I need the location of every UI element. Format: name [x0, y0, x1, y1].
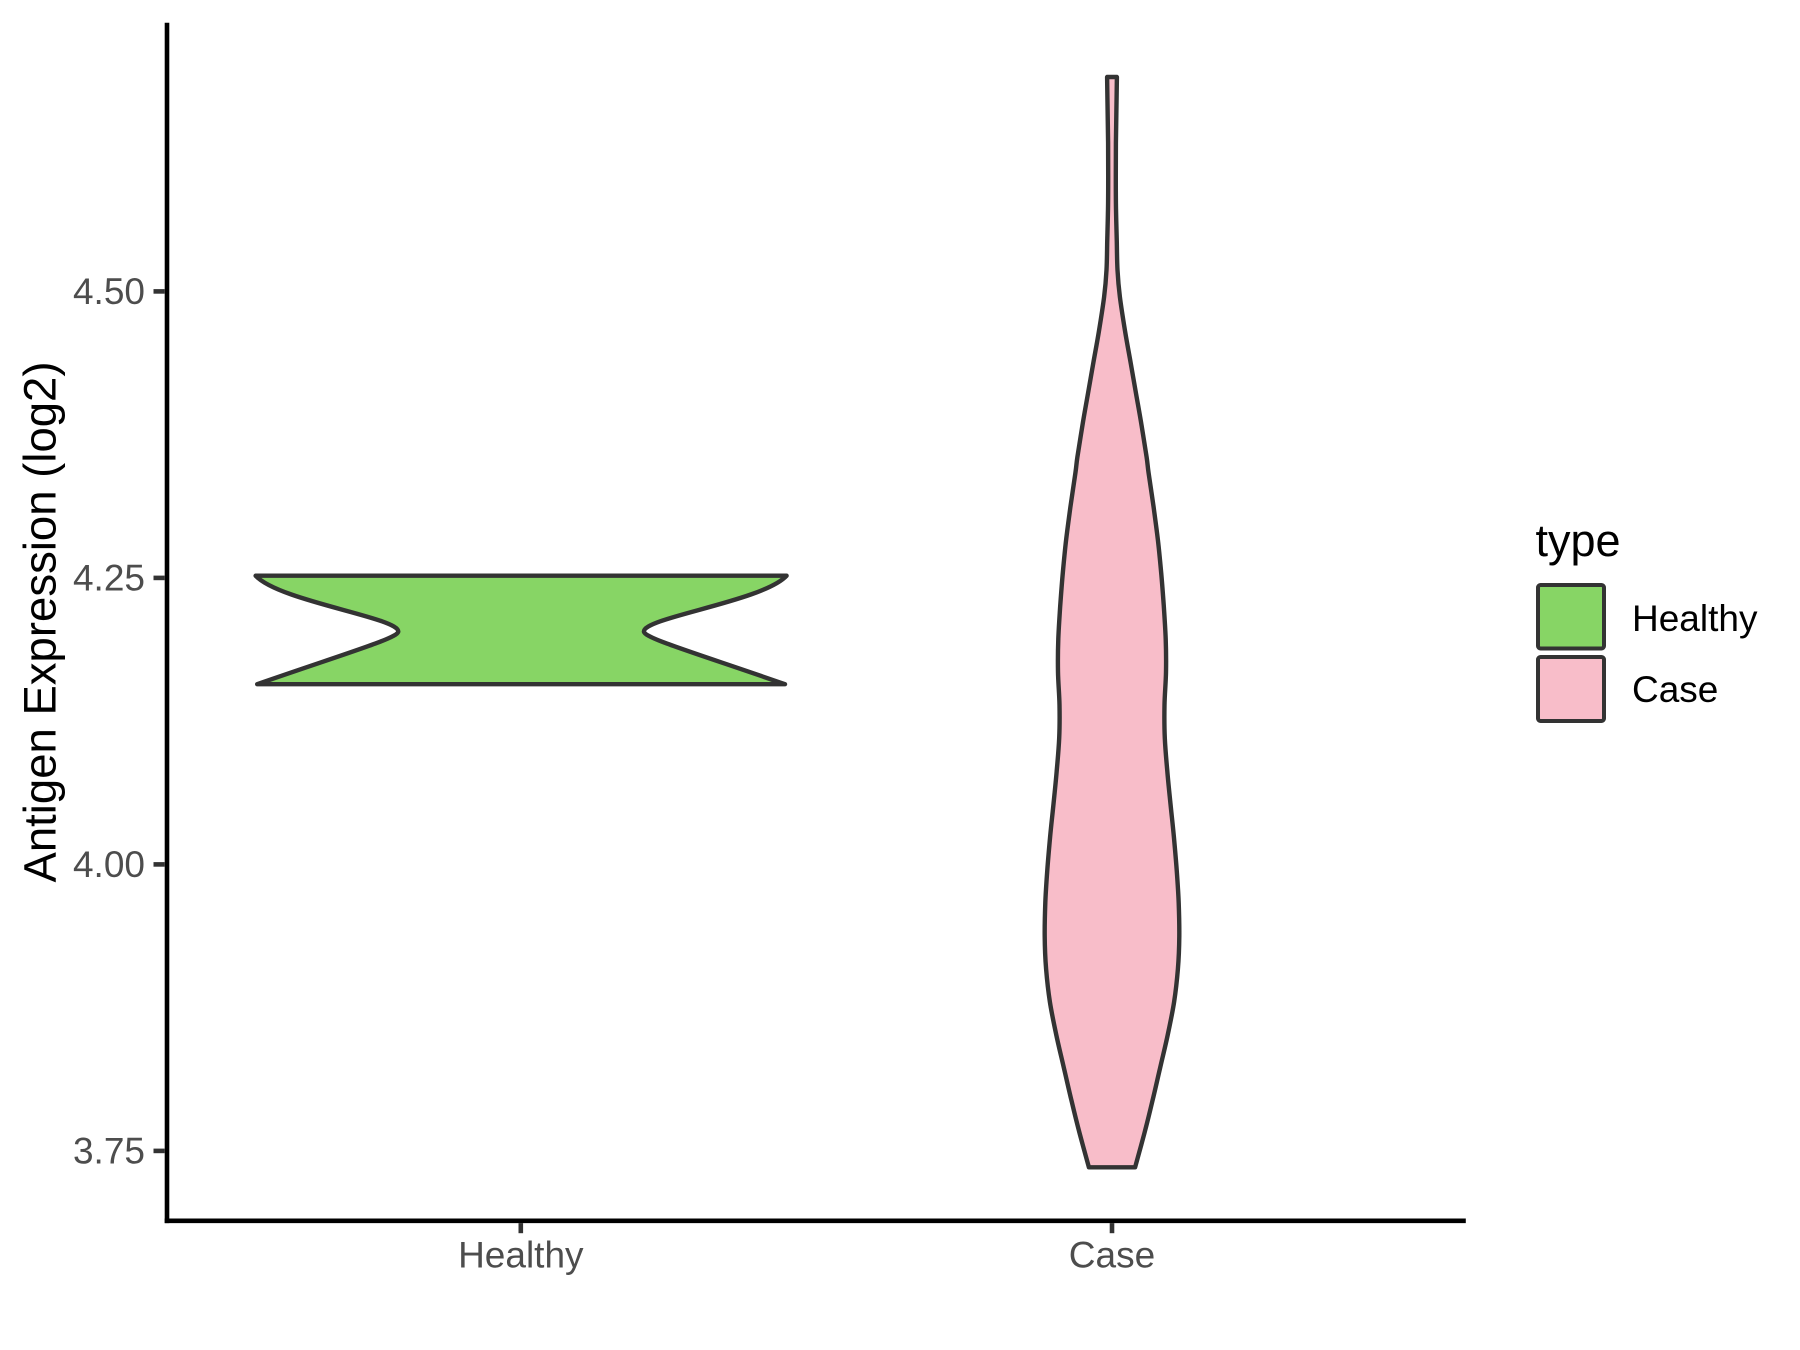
- svg-text:Antigen Expression (log2): Antigen Expression (log2): [14, 361, 65, 882]
- svg-text:Healthy: Healthy: [1632, 598, 1758, 639]
- svg-text:Case: Case: [1069, 1234, 1155, 1275]
- svg-text:Case: Case: [1632, 669, 1718, 710]
- svg-text:3.75: 3.75: [73, 1131, 145, 1172]
- svg-text:type: type: [1536, 515, 1621, 566]
- svg-text:4.00: 4.00: [73, 844, 145, 885]
- svg-text:Healthy: Healthy: [458, 1234, 584, 1275]
- svg-text:4.50: 4.50: [73, 271, 145, 312]
- svg-text:4.25: 4.25: [73, 558, 145, 599]
